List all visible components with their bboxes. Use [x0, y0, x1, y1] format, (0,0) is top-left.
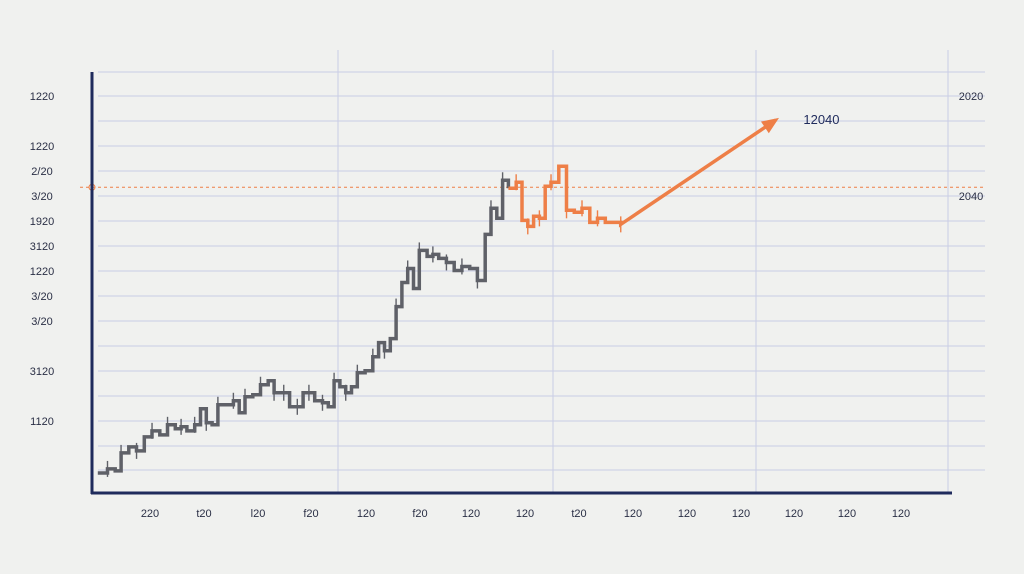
y-tick-label-right: 2040	[959, 191, 983, 203]
y-tick-label-left: 3120	[30, 241, 54, 253]
x-tick-label: 120	[678, 508, 696, 520]
x-tick-label: f20	[303, 508, 318, 520]
x-tick-label: f20	[412, 508, 427, 520]
y-tick-label-left: 3/20	[31, 316, 52, 328]
x-tick-label: t20	[571, 508, 586, 520]
y-tick-label-left: 3/20	[31, 191, 52, 203]
x-tick-label: 120	[892, 508, 910, 520]
x-tick-label: 120	[838, 508, 856, 520]
chart-gridlines	[98, 50, 985, 493]
y-tick-label-right: 2020	[959, 91, 983, 103]
x-tick-label: 120	[462, 508, 480, 520]
x-tick-label: 120	[516, 508, 534, 520]
chart-axes	[90, 72, 952, 495]
reference-line-group	[80, 183, 985, 191]
projection-series-line	[508, 118, 777, 229]
y-tick-label-left: 3120	[30, 366, 54, 378]
x-tick-label: 220	[141, 508, 159, 520]
x-tick-label: 120	[732, 508, 750, 520]
x-tick-label: l20	[251, 508, 266, 520]
x-tick-label: 120	[357, 508, 375, 520]
chart-series	[97, 117, 779, 477]
x-tick-label: t20	[196, 508, 211, 520]
y-axis-left-tick-labels: 1220 1220 2/20 3/20 1920 3120 1220 3/20 3/20 3120…	[30, 91, 54, 428]
history-series-line	[97, 178, 511, 475]
annotation-label: 12040	[803, 112, 839, 127]
x-axis-tick-labels: 220 t20 l20 f20 120 f20 120 120 t20 120 120 120 120 1…	[141, 508, 910, 520]
y-axis-right-tick-labels: 2020 2040	[959, 91, 983, 203]
y-tick-label-left: 1920	[30, 216, 54, 228]
y-tick-label-left: 1120	[30, 416, 54, 428]
y-tick-label-left: 1220	[30, 91, 54, 103]
y-tick-label-left: 2/20	[31, 166, 52, 178]
chart-annotations: 12040	[803, 112, 839, 127]
x-tick-label: 120	[624, 508, 642, 520]
y-tick-label-left: 1220	[30, 141, 54, 153]
x-tick-label: 120	[785, 508, 803, 520]
projection-arrowhead	[761, 117, 779, 134]
y-tick-label-left: 1220	[30, 266, 54, 278]
y-tick-label-left: 3/20	[31, 291, 52, 303]
